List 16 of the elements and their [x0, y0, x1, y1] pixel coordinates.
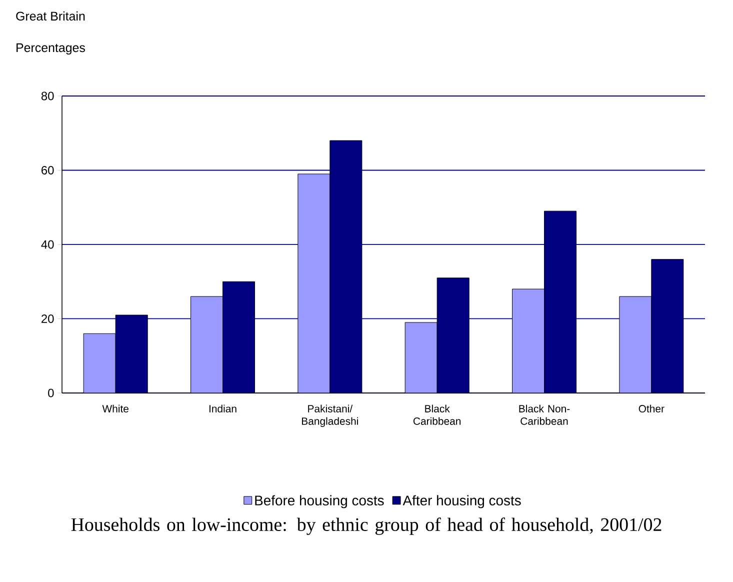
- x-tick-label: White: [102, 404, 128, 412]
- x-tick-label: Pakistani/ Bangladeshi: [302, 404, 358, 427]
- y-tick-label: 80: [41, 92, 54, 100]
- y-tick-label: 60: [42, 166, 54, 174]
- x-tick-label: Black Caribbean: [413, 404, 461, 425]
- y-tick-label: 20: [42, 314, 54, 323]
- legend-label: After housing costs: [402, 495, 521, 508]
- y-tick-label: 40: [41, 240, 54, 249]
- text: Households on low-income: by ethnic group of head of household, 2001/02: [71, 518, 662, 535]
- y-axis-title: Percentages: [16, 43, 85, 55]
- x-tick-label: Indian: [209, 404, 236, 412]
- chart-subtitle: Great Britain: [16, 11, 85, 21]
- legend-label: Before housing costs: [255, 495, 384, 508]
- x-tick-label: Other: [638, 404, 664, 412]
- y-tick-label: 0: [48, 388, 54, 398]
- x-tick-label: Black Non-Caribbean: [519, 404, 570, 425]
